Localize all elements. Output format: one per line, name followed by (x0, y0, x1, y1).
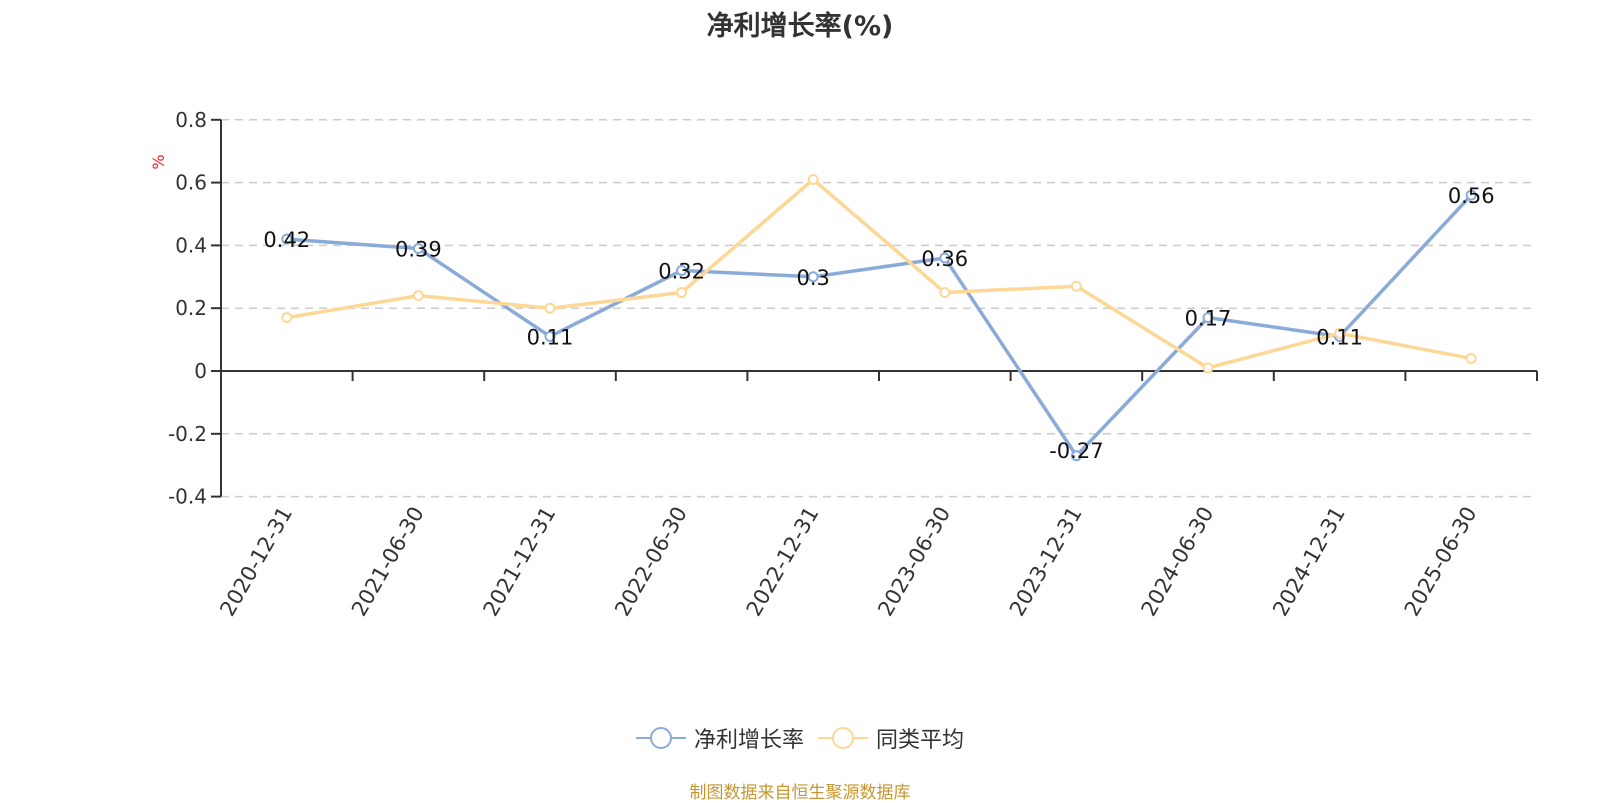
data-point-marker[interactable] (1202, 312, 1214, 324)
data-labels: 0.42 0.39 0.11 0.32 0.3 0.36 -0.27 0.17 0.11 0.56 (263, 184, 1494, 463)
data-label: 0.3 (796, 266, 829, 290)
data-point-marker[interactable] (1465, 189, 1477, 201)
data-label: 0.11 (1316, 325, 1363, 349)
data-point-marker[interactable] (281, 312, 293, 324)
x-tick-label: 2023-12-31 (1005, 503, 1087, 621)
y-tick-label: 0.8 (175, 108, 207, 132)
legend: 净利增长率 同类平均 (0, 722, 1600, 754)
series-line (286, 193, 1473, 458)
x-tick-label: 2020-12-31 (215, 503, 297, 621)
data-point-marker[interactable] (807, 271, 819, 283)
data-label: 0.32 (658, 260, 705, 284)
data-point-marker[interactable] (1070, 280, 1082, 292)
x-tick-label: 2021-12-31 (479, 503, 561, 621)
data-label: 0.36 (921, 247, 968, 271)
legend-label: 净利增长率 (693, 728, 804, 753)
legend-label: 同类平均 (876, 728, 965, 753)
x-tick-label: 2024-12-31 (1268, 503, 1350, 621)
data-point-marker[interactable] (676, 265, 688, 277)
y-tick-label: 0.4 (175, 233, 207, 257)
grid-lines (221, 119, 1537, 498)
data-label: 0.11 (527, 325, 574, 349)
data-label: 0.17 (1185, 307, 1232, 331)
data-point-marker[interactable] (1070, 450, 1082, 462)
legend-line-circle-icon (818, 727, 868, 749)
series-lines (281, 173, 1477, 462)
x-tick-label: 2021-06-30 (347, 503, 429, 621)
data-point-marker[interactable] (676, 287, 688, 298)
y-tick-label: 0.2 (175, 296, 207, 320)
data-point-marker[interactable] (1202, 362, 1214, 374)
data-label: 0.39 (395, 238, 442, 262)
x-tick-label: 2024-06-30 (1137, 503, 1219, 621)
data-point-marker[interactable] (1334, 327, 1346, 339)
data-label: 0.56 (1448, 184, 1495, 208)
data-point-marker[interactable] (281, 233, 293, 245)
y-tick-label: -0.4 (168, 485, 207, 509)
data-label: -0.27 (1049, 439, 1103, 463)
line-chart: 0.8 0.6 0.4 0.2 0 -0.2 -0.4% 2020-12-31 2021-06-… (149, 108, 1538, 621)
legend-item-net-profit-growth[interactable]: 净利增长率 (635, 722, 804, 754)
y-tick-label: 0.6 (175, 171, 207, 195)
data-point-marker[interactable] (807, 173, 819, 185)
data-label: 0.42 (263, 228, 310, 252)
data-point-marker[interactable] (412, 290, 424, 302)
data-point-marker[interactable] (544, 330, 556, 342)
chart-title: 净利增长率(%) (706, 11, 894, 42)
data-point-marker[interactable] (1465, 352, 1477, 364)
data-point-marker[interactable] (939, 287, 951, 298)
data-point-marker[interactable] (412, 243, 424, 255)
y-tick-label: -0.2 (168, 422, 207, 446)
x-tick-label: 2023-06-30 (873, 503, 955, 621)
legend-line-circle-icon (635, 727, 686, 749)
y-axis-unit-label: % (149, 154, 168, 169)
data-point-marker[interactable] (544, 302, 556, 314)
x-tick-label: 2025-06-30 (1400, 503, 1482, 621)
series-line (286, 177, 1472, 370)
y-tick-label: 0 (194, 359, 207, 383)
x-tick-label: 2022-12-31 (742, 503, 824, 621)
legend-item-peer-average[interactable]: 同类平均 (818, 722, 964, 754)
data-source-footer: 制图数据来自恒生聚源数据库 (689, 783, 911, 803)
x-tick-label: 2022-06-30 (610, 503, 692, 621)
axes: 0.8 0.6 0.4 0.2 0 -0.2 -0.4% 2020-12-31 2021-06-… (149, 108, 1538, 621)
data-point-marker[interactable] (939, 252, 951, 264)
